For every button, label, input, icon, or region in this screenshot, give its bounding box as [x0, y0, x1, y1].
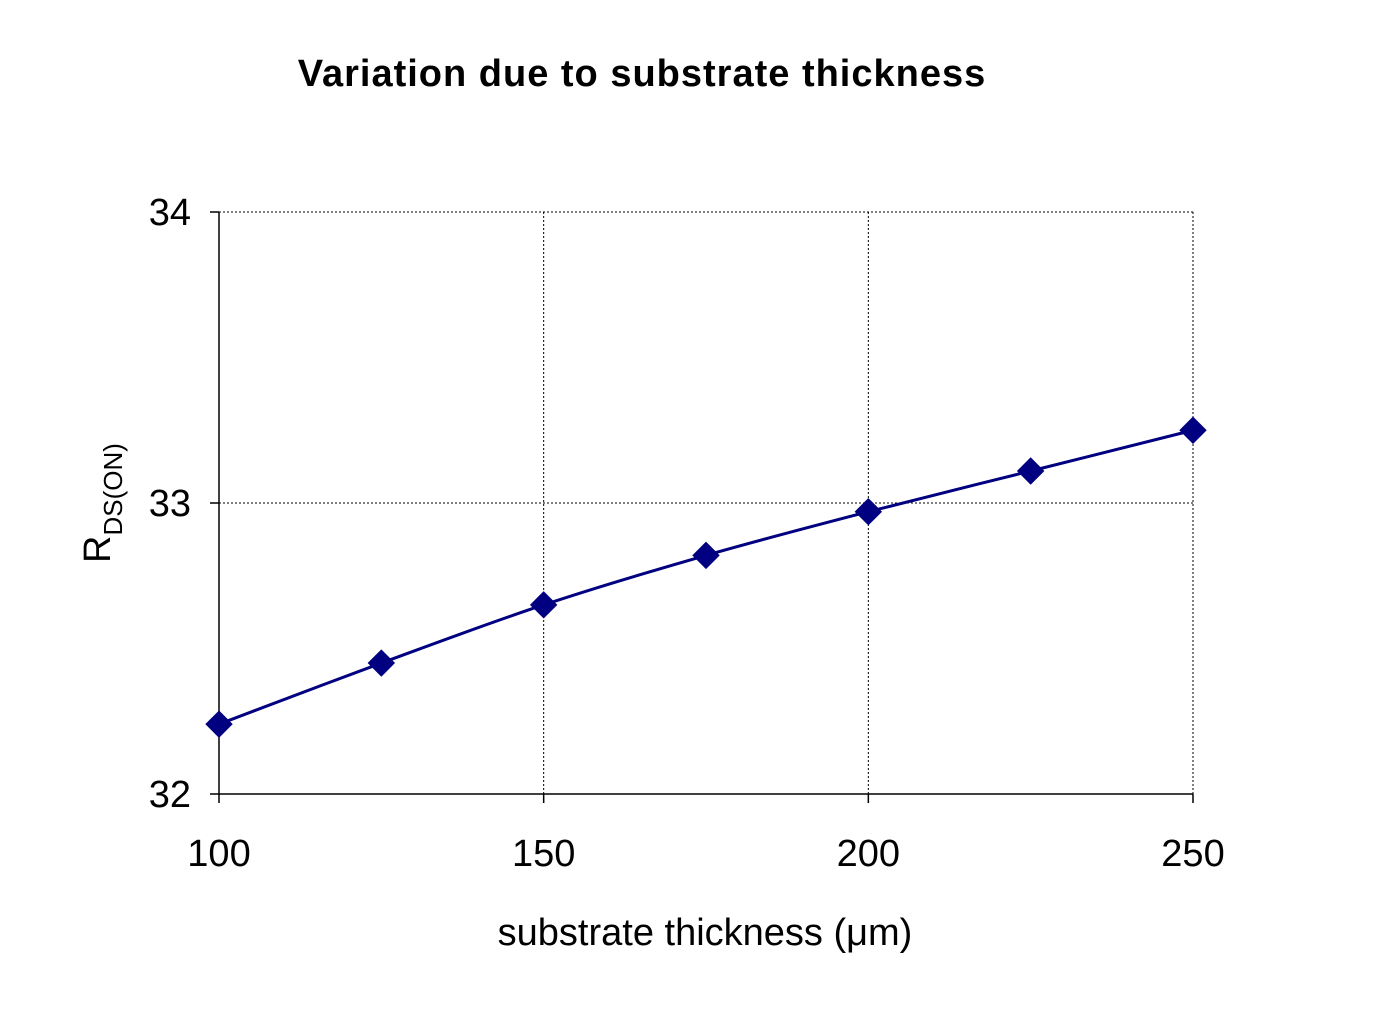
- data-point-marker: [529, 591, 558, 619]
- x-tick-label: 200: [837, 833, 900, 875]
- data-point-marker: [205, 710, 233, 738]
- x-tick-label: 150: [512, 833, 575, 875]
- data-point-marker: [367, 649, 396, 677]
- y-tick-label: 33: [149, 483, 191, 525]
- y-axis-label-sub: DS(ON): [98, 443, 128, 535]
- data-point-marker: [692, 541, 720, 570]
- x-tick-label: 250: [1161, 833, 1224, 875]
- y-axis-label-main: R: [77, 535, 119, 562]
- x-tick-label: 100: [187, 833, 250, 875]
- data-point-marker: [854, 498, 883, 526]
- tick-labels: 32 33 34 100 150 200 250: [149, 192, 1225, 875]
- data-point-marker: [1179, 416, 1207, 444]
- y-tick-label: 34: [149, 192, 191, 234]
- grid: [219, 211, 1194, 794]
- data-point-marker: [1016, 457, 1045, 485]
- chart-title: Variation due to substrate thickness: [298, 53, 987, 95]
- x-axis-label: substrate thickness (μm): [498, 912, 913, 954]
- y-axis-label: RDS(ON): [77, 443, 128, 563]
- series-layer: [205, 416, 1207, 738]
- axes: [210, 211, 1194, 803]
- y-tick-label: 32: [149, 774, 191, 816]
- series-line: [218, 428, 1194, 726]
